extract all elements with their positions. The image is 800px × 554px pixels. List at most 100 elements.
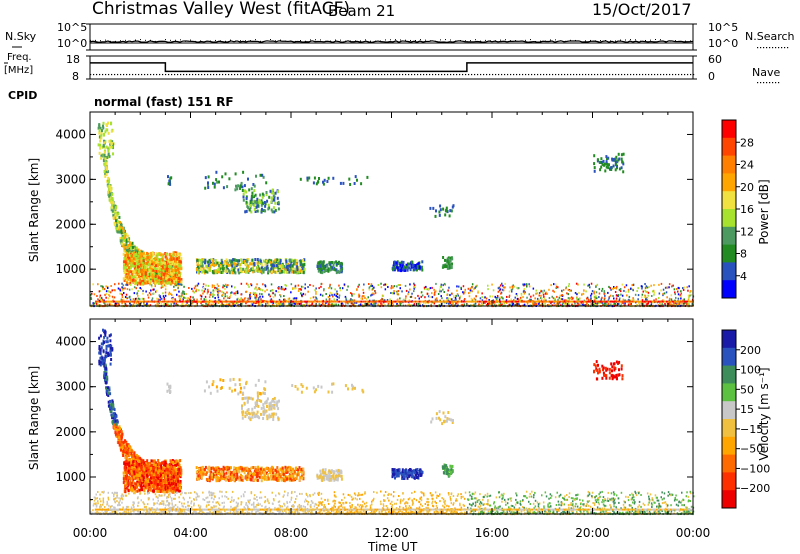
power-cell xyxy=(174,282,177,286)
power-cell xyxy=(335,263,338,267)
power-cell xyxy=(333,293,336,296)
power-cell xyxy=(488,299,490,301)
power-cell xyxy=(144,273,147,277)
power-cell xyxy=(158,263,161,266)
nave-dot xyxy=(354,73,356,76)
power-cell xyxy=(250,284,253,287)
power-cell xyxy=(97,283,99,286)
nsky-dot xyxy=(660,39,661,41)
power-cell xyxy=(475,285,477,288)
power-cell xyxy=(170,252,173,256)
power-cell xyxy=(462,292,465,295)
power-cell xyxy=(225,260,228,263)
power-cell xyxy=(247,269,249,273)
power-cell xyxy=(559,294,561,297)
nsky-dot xyxy=(350,40,351,42)
power-cell xyxy=(396,301,399,304)
power-cell xyxy=(429,287,432,290)
power-cell xyxy=(157,267,160,270)
nave-dot xyxy=(285,73,287,76)
power-cell xyxy=(677,286,680,289)
power-cell xyxy=(112,201,115,205)
power-cell xyxy=(448,286,450,289)
power-cell xyxy=(295,287,297,290)
power-cell xyxy=(435,290,437,293)
power-cell xyxy=(126,288,129,291)
power-cell xyxy=(134,279,136,283)
power-cell xyxy=(261,192,264,196)
power-cell xyxy=(164,291,167,294)
power-cell xyxy=(209,293,211,296)
nave-dot xyxy=(390,73,392,76)
power-cell xyxy=(395,290,398,293)
power-cell xyxy=(180,295,182,298)
power-cell xyxy=(255,294,258,297)
power-cell xyxy=(166,275,169,278)
power-cell xyxy=(226,286,228,289)
power-cell xyxy=(687,298,690,301)
power-cell xyxy=(395,261,398,265)
power-cell xyxy=(381,297,383,300)
power-cell xyxy=(242,170,245,174)
power-cell xyxy=(313,176,316,180)
power-cell xyxy=(467,287,470,290)
power-cell xyxy=(420,265,423,269)
power-cell xyxy=(604,169,607,173)
power-cell xyxy=(189,295,192,298)
power-cell xyxy=(338,270,341,274)
nave-dot xyxy=(669,73,671,76)
power-cell xyxy=(210,291,212,294)
power-cell xyxy=(274,270,277,274)
power-cell xyxy=(255,286,257,289)
power-cell xyxy=(144,304,146,307)
nsky-dot xyxy=(555,39,556,41)
power-cell xyxy=(560,294,563,297)
power-cell xyxy=(105,162,108,166)
power-cell xyxy=(109,291,112,294)
power-cell xyxy=(300,285,303,288)
power-cell xyxy=(147,252,150,256)
power-cell xyxy=(338,284,340,287)
power-cell xyxy=(151,262,153,266)
nave-dot xyxy=(435,73,437,76)
nave-dot xyxy=(225,73,227,76)
power-cell xyxy=(397,290,400,292)
power-cell xyxy=(177,252,180,256)
power-cell xyxy=(252,199,255,203)
power-cell xyxy=(199,269,202,273)
power-cell xyxy=(595,284,597,287)
nave-dot xyxy=(633,73,635,76)
nave-dot xyxy=(459,73,461,76)
power-cell xyxy=(119,225,122,229)
power-cell xyxy=(501,303,504,306)
power-cell xyxy=(335,268,338,272)
power-cell xyxy=(147,296,150,299)
power-cell xyxy=(432,206,435,210)
power-cell xyxy=(446,259,449,263)
power-cell xyxy=(622,302,624,305)
power-cell xyxy=(232,258,235,262)
power-cell xyxy=(322,261,325,265)
power-cell xyxy=(637,287,639,290)
nsky-dot xyxy=(125,39,126,41)
power-cell xyxy=(168,265,170,268)
power-cell xyxy=(206,265,209,269)
power-cell xyxy=(261,195,264,199)
power-cell xyxy=(358,294,360,297)
power-cell xyxy=(204,270,207,274)
nave-dot xyxy=(477,73,479,76)
power-cell xyxy=(414,297,417,300)
power-cell xyxy=(106,179,109,183)
power-cell xyxy=(132,264,135,268)
power-cell xyxy=(604,297,606,300)
power-cell xyxy=(131,272,133,276)
power-cell xyxy=(337,262,340,266)
power-cell xyxy=(192,296,194,299)
power-cell xyxy=(685,301,687,304)
power-cell xyxy=(221,267,224,271)
power-cell xyxy=(583,304,585,307)
power-cell xyxy=(131,288,133,291)
power-cell xyxy=(274,191,277,195)
power-cell xyxy=(646,291,648,294)
nsky-dot xyxy=(600,40,601,42)
